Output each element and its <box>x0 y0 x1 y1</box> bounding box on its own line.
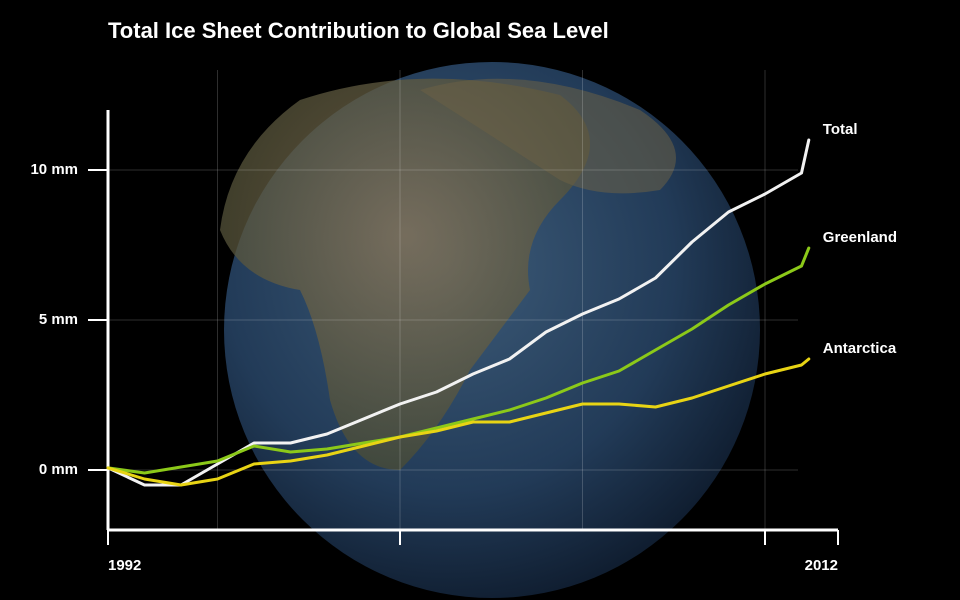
x-tick-label: 1992 <box>108 557 141 574</box>
continent <box>220 78 590 470</box>
continent <box>420 78 676 194</box>
y-tick-label: 5 mm <box>39 311 78 328</box>
series-label: Greenland <box>823 229 897 246</box>
series-line <box>106 246 811 475</box>
y-tick-label: 0 mm <box>39 461 78 478</box>
series-label: Total <box>823 121 858 138</box>
series-label: Antarctica <box>823 340 897 357</box>
chart-title: Total Ice Sheet Contribution to Global S… <box>108 18 609 43</box>
plot-area: 0 mm 5 mm 10 mm 1992 2012 Total Greenland Antar… <box>30 70 897 574</box>
x-tick-label: 2012 <box>805 557 838 574</box>
series-line <box>106 357 811 487</box>
y-tick-label: 10 mm <box>30 161 78 178</box>
